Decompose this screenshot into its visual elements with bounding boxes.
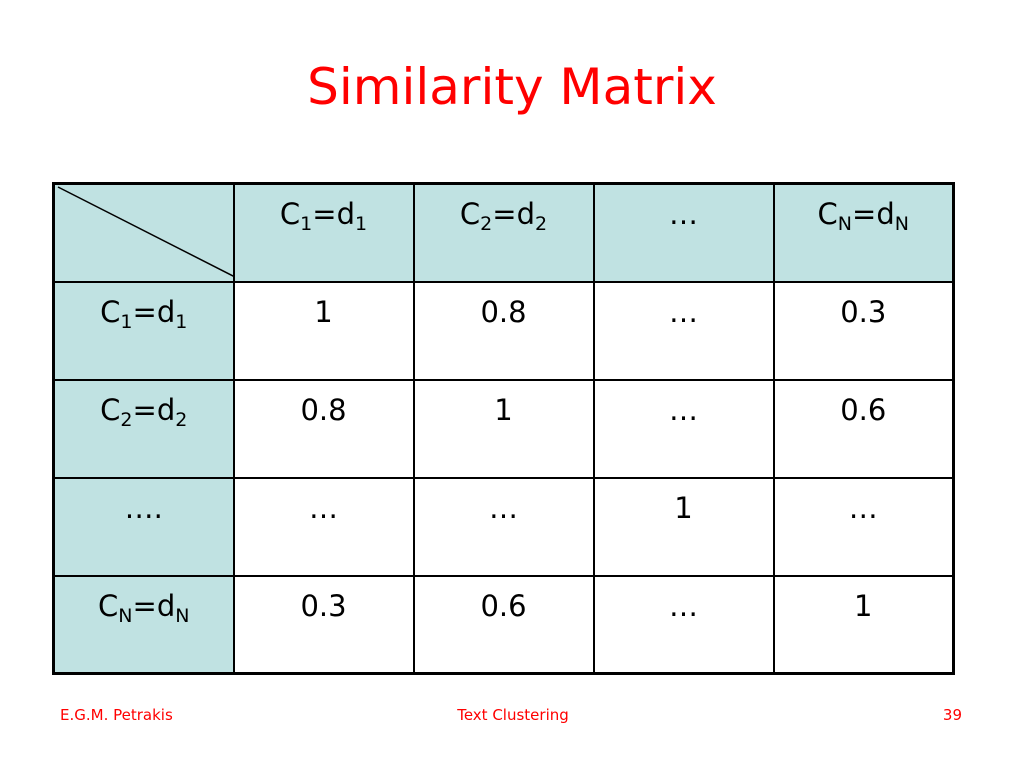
subscript: N — [118, 604, 133, 627]
label-text: =d — [312, 197, 355, 231]
table-row: C2=d2 0.8 1… 0.6 — [52, 378, 955, 479]
similarity-table: C1=d1 C2=d2… CN=dN C1=d1 1 0.8… 0.3 C2=d2 0.8 1… 0… — [52, 182, 955, 675]
subscript: 2 — [175, 408, 188, 431]
column-header: CN=dN — [772, 182, 955, 283]
subscript: 1 — [300, 213, 313, 235]
header-row: C1=d1 C2=d2… CN=dN — [52, 182, 955, 283]
table-row: CN=dN 0.3 0.6… 1 — [52, 574, 955, 675]
row-header: CN=dN — [52, 574, 235, 675]
row-header: C2=d2 — [52, 378, 235, 479]
label-text: C — [817, 197, 838, 231]
cell: 0.8 — [412, 280, 595, 381]
subscript: 2 — [534, 213, 548, 235]
label-text: =d — [132, 294, 176, 329]
slide-title: Similarity Matrix — [307, 58, 717, 116]
subscript: N — [175, 604, 190, 627]
cell: 0.8 — [232, 378, 415, 479]
subscript: 1 — [354, 213, 368, 235]
cell: … — [412, 476, 595, 577]
corner-cell — [52, 182, 235, 283]
table-row: ….…… 1… — [52, 476, 955, 577]
cell: 1 — [232, 280, 415, 381]
row-header: …. — [52, 476, 235, 577]
subscript: 1 — [175, 310, 188, 333]
cell: … — [592, 574, 775, 675]
subscript: 1 — [120, 310, 133, 333]
label-text: =d — [852, 197, 895, 231]
label-text: C — [279, 197, 301, 231]
label-text: C — [100, 392, 121, 427]
cell: … — [772, 476, 955, 577]
cell: 0.3 — [232, 574, 415, 675]
label-text: =d — [492, 197, 535, 231]
footer-title: Text Clustering — [457, 706, 569, 724]
subscript: N — [837, 213, 853, 235]
cell: 1 — [592, 476, 775, 577]
label-text: C — [100, 294, 121, 329]
subscript: 2 — [480, 213, 493, 235]
label-text: C — [98, 588, 119, 623]
corner-diagonal — [57, 186, 235, 278]
cell: … — [232, 476, 415, 577]
subscript: N — [894, 213, 909, 235]
cell: 0.6 — [412, 574, 595, 675]
subscript: 2 — [120, 408, 133, 431]
row-header: C1=d1 — [52, 280, 235, 381]
cell: … — [592, 280, 775, 381]
label-text: =d — [132, 392, 176, 427]
table-row: C1=d1 1 0.8… 0.3 — [52, 280, 955, 381]
cell: 1 — [412, 378, 595, 479]
footer-author: E.G.M. Petrakis — [60, 706, 173, 724]
cell: 1 — [772, 574, 955, 675]
table-body: C1=d1 C2=d2… CN=dN C1=d1 1 0.8… 0.3 C2=d2 0.8 1… 0… — [52, 182, 955, 675]
column-header: C2=d2 — [412, 182, 595, 283]
label-text: C — [459, 197, 481, 231]
column-header: … — [592, 182, 775, 283]
label-text: =d — [132, 588, 176, 623]
column-header: C1=d1 — [232, 182, 415, 283]
cell: 0.3 — [772, 280, 955, 381]
cell: … — [592, 378, 775, 479]
cell: 0.6 — [772, 378, 955, 479]
page-number: 39 — [942, 706, 962, 724]
